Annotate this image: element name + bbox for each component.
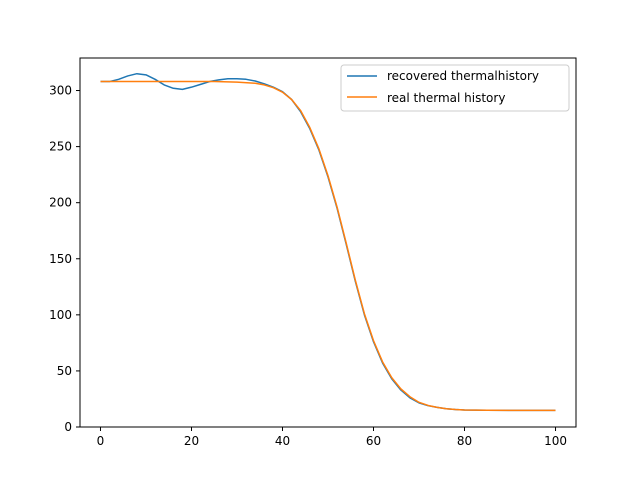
legend-box — [340, 64, 570, 112]
x-tick-label: 20 — [184, 434, 199, 448]
y-tick-label: 250 — [49, 140, 72, 154]
series-line-recovered — [100, 72, 556, 412]
y-tick-label: 300 — [49, 84, 72, 98]
y-tick-label: 200 — [49, 196, 72, 210]
x-axis-ticks: 0 20 40 60 80 100 — [97, 427, 567, 448]
legend-label-recovered: recovered thermalhistory — [387, 69, 539, 83]
x-tick-label: 80 — [457, 434, 472, 448]
y-axis-ticks: 0 50 100 150 200 250 300 — [49, 84, 80, 434]
x-tick-label: 40 — [275, 434, 290, 448]
x-tick-label: 0 — [97, 434, 105, 448]
x-tick-label: 100 — [544, 434, 567, 448]
y-tick-label: 100 — [49, 308, 72, 322]
y-tick-label: 0 — [64, 420, 72, 434]
y-tick-label: 50 — [57, 364, 72, 378]
x-tick-label: 60 — [366, 434, 381, 448]
series-line-real — [100, 80, 556, 412]
series-layer — [100, 72, 556, 412]
legend: recovered thermalhistory real thermal hi… — [340, 64, 570, 112]
y-tick-label: 150 — [49, 252, 72, 266]
legend-label-real: real thermal history — [387, 91, 505, 105]
plot-frame — [79, 57, 577, 428]
